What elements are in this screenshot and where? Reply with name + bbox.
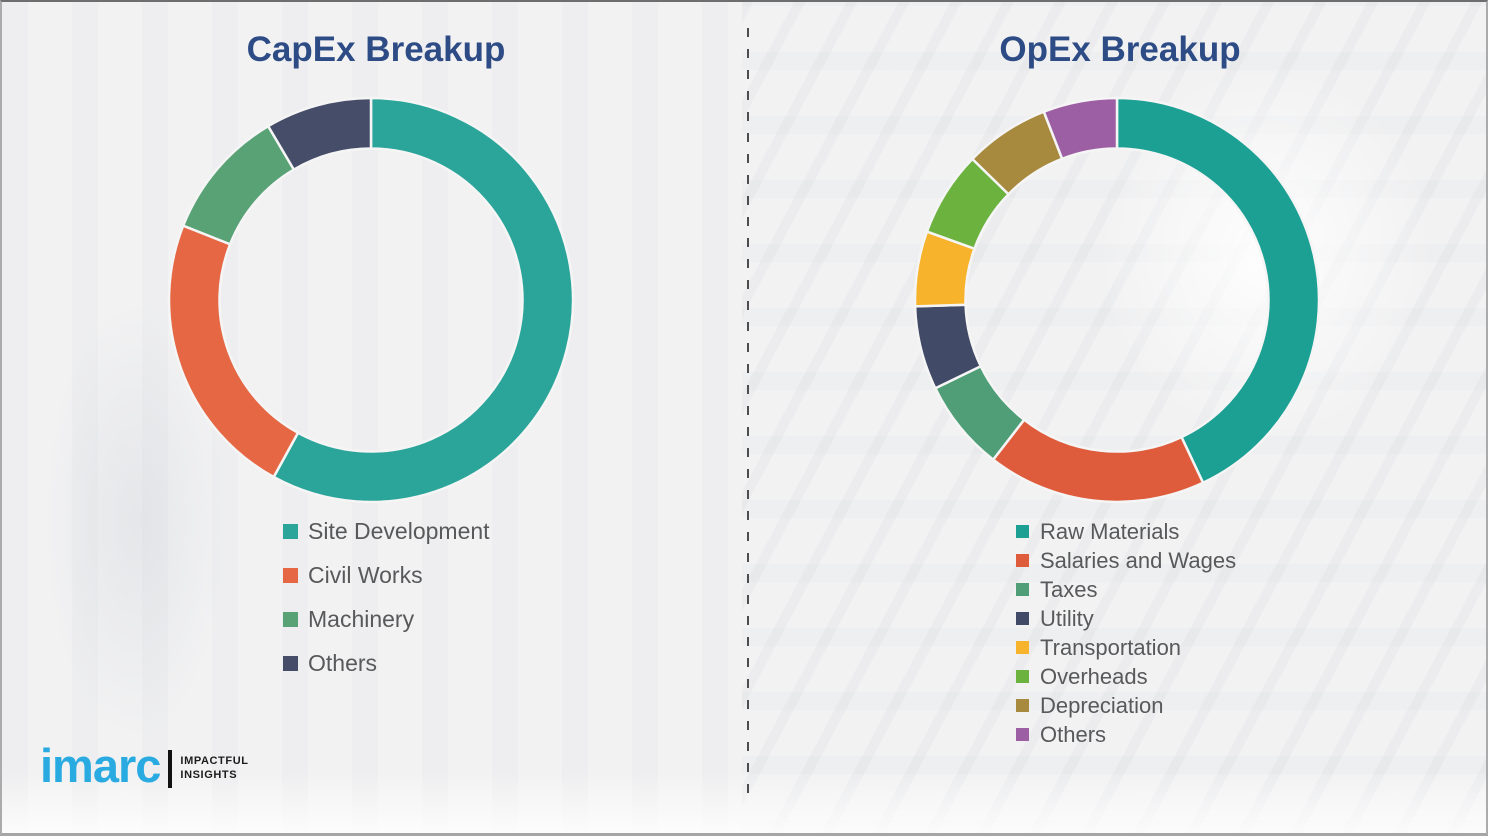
legend-label: Site Development xyxy=(308,517,490,544)
legend-item-taxes: Taxes xyxy=(1016,576,1236,602)
donut-segment-others xyxy=(1042,96,1119,161)
donut-segment-salaries-and-wages xyxy=(991,417,1205,504)
legend-swatch xyxy=(1016,699,1029,712)
legend-label: Salaries and Wages xyxy=(1040,547,1237,573)
legend-item-salaries-and-wages: Salaries and Wages xyxy=(1016,547,1237,573)
legend-swatch xyxy=(283,567,298,583)
imarc-logo-wordmark: imarc xyxy=(40,739,161,792)
legend-swatch xyxy=(1016,641,1029,654)
legend-swatch xyxy=(283,523,298,539)
imarc-logo-tagline-line1: IMPACTFUL xyxy=(180,754,249,767)
legend-item-others: Others xyxy=(283,648,490,678)
legend-swatch xyxy=(1016,612,1029,625)
legend-label: Civil Works xyxy=(308,561,423,588)
legend-label: Others xyxy=(1040,721,1107,747)
legend-item-raw-materials: Raw Materials xyxy=(1016,518,1236,544)
donut-segment-civil-works xyxy=(167,224,300,479)
legend-item-others: Others xyxy=(1016,721,1236,747)
legend-label: Overheads xyxy=(1040,663,1148,689)
legend-swatch xyxy=(1016,554,1029,567)
imarc-logo: imarc IMPACTFUL INSIGHTS xyxy=(40,742,249,789)
legend-item-utility: Utility xyxy=(1016,605,1236,631)
legend-swatch xyxy=(283,655,298,671)
imarc-logo-divider-bar xyxy=(168,749,173,788)
capex-donut-chart xyxy=(166,95,576,505)
donut-segment-raw-materials xyxy=(1115,96,1321,485)
legend-swatch xyxy=(1016,583,1029,596)
vertical-dashed-divider xyxy=(747,28,749,794)
legend-item-site-development: Site Development xyxy=(283,516,490,546)
legend-item-civil-works: Civil Works xyxy=(283,560,490,590)
capex-chart-title: CapEx Breakup xyxy=(246,30,506,69)
legend-label: Others xyxy=(308,649,378,676)
legend-item-depreciation: Depreciation xyxy=(1016,692,1236,718)
capex-legend: Site Development Civil Works Machinery Othe… xyxy=(283,516,490,692)
legend-swatch xyxy=(283,611,298,627)
legend-item-transportation: Transportation xyxy=(1016,634,1236,660)
opex-legend: Raw Materials Salaries and Wages Taxes Util… xyxy=(1016,518,1237,752)
legend-swatch xyxy=(1016,670,1029,683)
legend-item-machinery: Machinery xyxy=(283,604,490,634)
legend-label: Machinery xyxy=(308,605,415,632)
legend-item-overheads: Overheads xyxy=(1016,663,1236,689)
opex-chart-title: OpEx Breakup xyxy=(999,30,1241,69)
legend-label: Raw Materials xyxy=(1040,518,1180,544)
donut-segment-others xyxy=(266,96,373,172)
legend-swatch xyxy=(1016,525,1029,538)
legend-label: Depreciation xyxy=(1040,692,1164,718)
legend-label: Taxes xyxy=(1040,576,1098,602)
imarc-logo-tagline-line2: INSIGHTS xyxy=(180,768,238,781)
legend-swatch xyxy=(1016,728,1029,741)
legend-label: Transportation xyxy=(1040,634,1182,660)
legend-label: Utility xyxy=(1040,605,1094,631)
imarc-logo-tagline: IMPACTFUL INSIGHTS xyxy=(180,755,248,783)
donut-segment-site-development xyxy=(271,96,575,504)
opex-donut-chart xyxy=(912,95,1322,505)
